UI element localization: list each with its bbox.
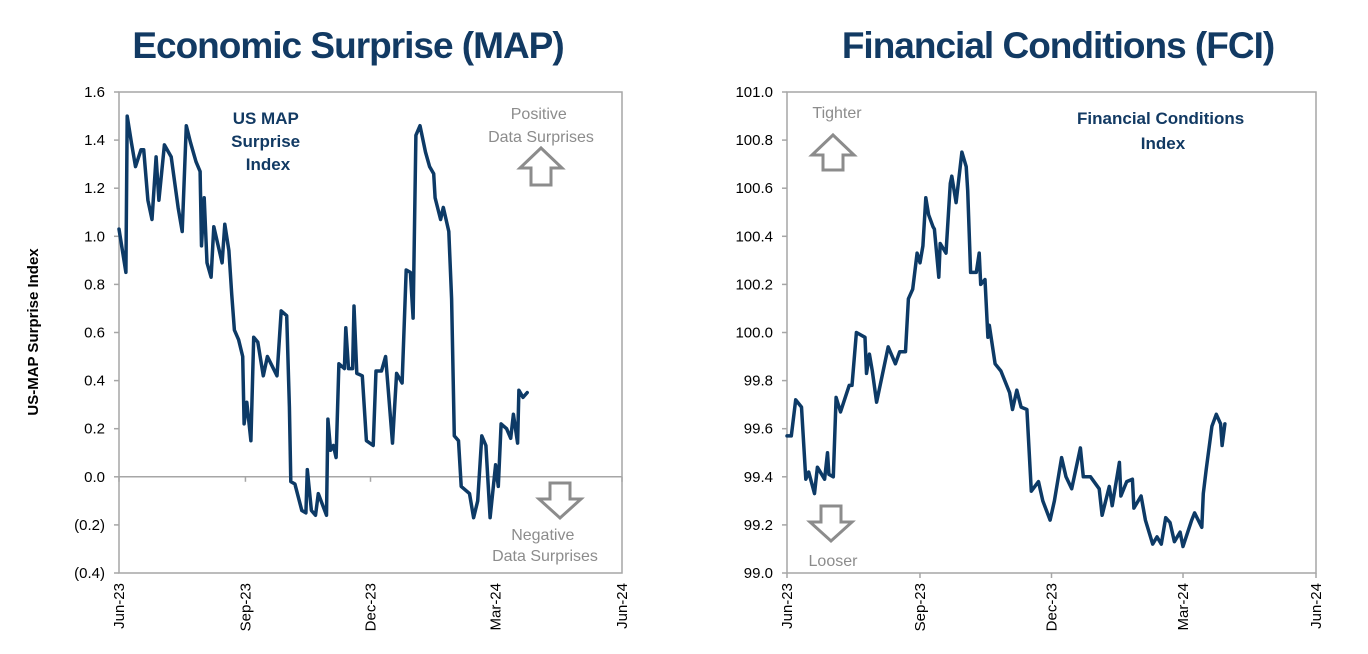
y-tick-label: 101.0 — [735, 84, 773, 101]
annotation-line: Data Surprises — [492, 548, 598, 565]
x-tick-label: Sep-23 — [912, 583, 929, 631]
y-tick-label: 1.2 — [84, 180, 105, 197]
chart-title: Financial Conditions (FCI) — [842, 25, 1274, 66]
y-tick-label: 0.4 — [84, 373, 105, 390]
annotation-line: Positive — [511, 106, 567, 123]
series-line — [785, 150, 1227, 549]
arrow-up-icon — [516, 145, 566, 187]
plot-frame — [786, 91, 1317, 574]
y-tick-label: 99.4 — [744, 469, 773, 486]
y-tick-label: (0.2) — [74, 517, 105, 534]
series-label: US MAP Surprise Index — [231, 109, 305, 174]
x-tick-label: Mar-24 — [488, 583, 505, 631]
series-line — [117, 114, 529, 520]
series-label-line: Financial Conditions — [1077, 109, 1244, 128]
y-tick-label: 0.2 — [84, 421, 105, 438]
looser-annotation: Looser — [809, 553, 859, 570]
x-tick-label: Sep-23 — [237, 583, 254, 631]
y-tick-label: 1.4 — [84, 132, 105, 149]
y-tick-label: 1.6 — [84, 84, 105, 101]
negative-annotation: Negative Data Surprises — [492, 527, 598, 565]
y-tick-label: 100.4 — [735, 228, 773, 245]
arrow-up-icon — [808, 132, 858, 172]
y-tick-label: 0.6 — [84, 325, 105, 342]
chart-title: Economic Surprise (MAP) — [132, 25, 563, 66]
y-tick-label: 0.0 — [84, 469, 105, 486]
x-tick-label: Dec-23 — [1044, 583, 1061, 631]
y-tick-label: 100.2 — [735, 276, 773, 293]
y-tick-label: 99.2 — [744, 517, 773, 534]
positive-annotation: Positive Data Surprises — [488, 106, 594, 146]
annotation-line: Negative — [511, 527, 574, 544]
x-tick-label: Jun-24 — [1308, 583, 1325, 629]
y-axis-label: US-MAP Surprise Index — [25, 248, 42, 416]
y-tick-label: 100.8 — [735, 132, 773, 149]
series-label-line: US MAP — [233, 109, 299, 128]
x-tick-label: Jun-24 — [614, 583, 631, 629]
y-tick-label: 1.0 — [84, 228, 105, 245]
y-tick-label: (0.4) — [74, 565, 105, 582]
y-tick-label: 99.8 — [744, 373, 773, 390]
x-tick-label: Jun-23 — [111, 583, 128, 629]
annotation-line: Data Surprises — [488, 129, 594, 146]
y-tick-label: 0.8 — [84, 276, 105, 293]
economic-surprise-chart: Economic Surprise (MAP) US-MAP Surprise … — [25, 25, 631, 631]
series-label-line: Surprise — [231, 132, 300, 151]
x-tick-label: Dec-23 — [363, 583, 380, 631]
y-tick-label: 99.0 — [744, 565, 773, 582]
y-tick-label: 100.0 — [735, 325, 773, 342]
series-label-line: Index — [1141, 134, 1186, 153]
series-label: Financial Conditions Index — [1077, 109, 1249, 153]
financial-conditions-chart: Financial Conditions (FCI) Financial Con… — [735, 25, 1325, 631]
tighter-annotation: Tighter — [812, 105, 862, 122]
y-tick-label: 100.6 — [735, 180, 773, 197]
x-tick-label: Mar-24 — [1175, 583, 1192, 631]
arrow-down-icon — [535, 481, 585, 521]
y-tick-label: 99.6 — [744, 421, 773, 438]
arrow-down-icon — [806, 504, 856, 544]
x-tick-label: Jun-23 — [779, 583, 796, 629]
series-label-line: Index — [246, 155, 291, 174]
